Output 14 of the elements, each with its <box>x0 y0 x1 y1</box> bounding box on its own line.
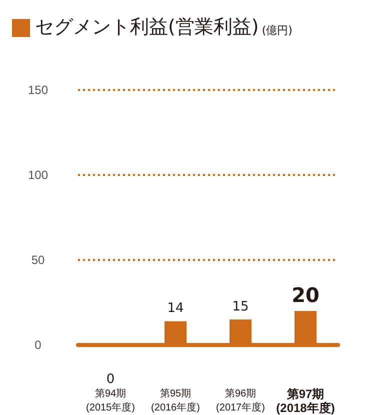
y-tick-label: 50 <box>31 253 45 267</box>
x-tick-label: 第96期 (2017年度) <box>216 388 265 414</box>
x-tick-label: 第97期 (2018年度) <box>276 387 335 415</box>
x-tick-label: 第95期 (2016年度) <box>151 388 200 414</box>
y-tick-label: 0 <box>34 338 42 352</box>
y-tick-label: 150 <box>28 83 48 97</box>
data-label: 15 <box>232 300 249 314</box>
data-label: 20 <box>292 283 320 307</box>
data-label: 0 <box>106 372 115 387</box>
y-tick-label: 100 <box>28 168 48 182</box>
y-axis-title: (億円) <box>262 23 292 38</box>
chart-title: セグメント利益(営業利益) <box>35 15 259 40</box>
data-label: 14 <box>167 301 184 316</box>
x-tick-label: 第94期 (2015年度) <box>86 388 135 414</box>
